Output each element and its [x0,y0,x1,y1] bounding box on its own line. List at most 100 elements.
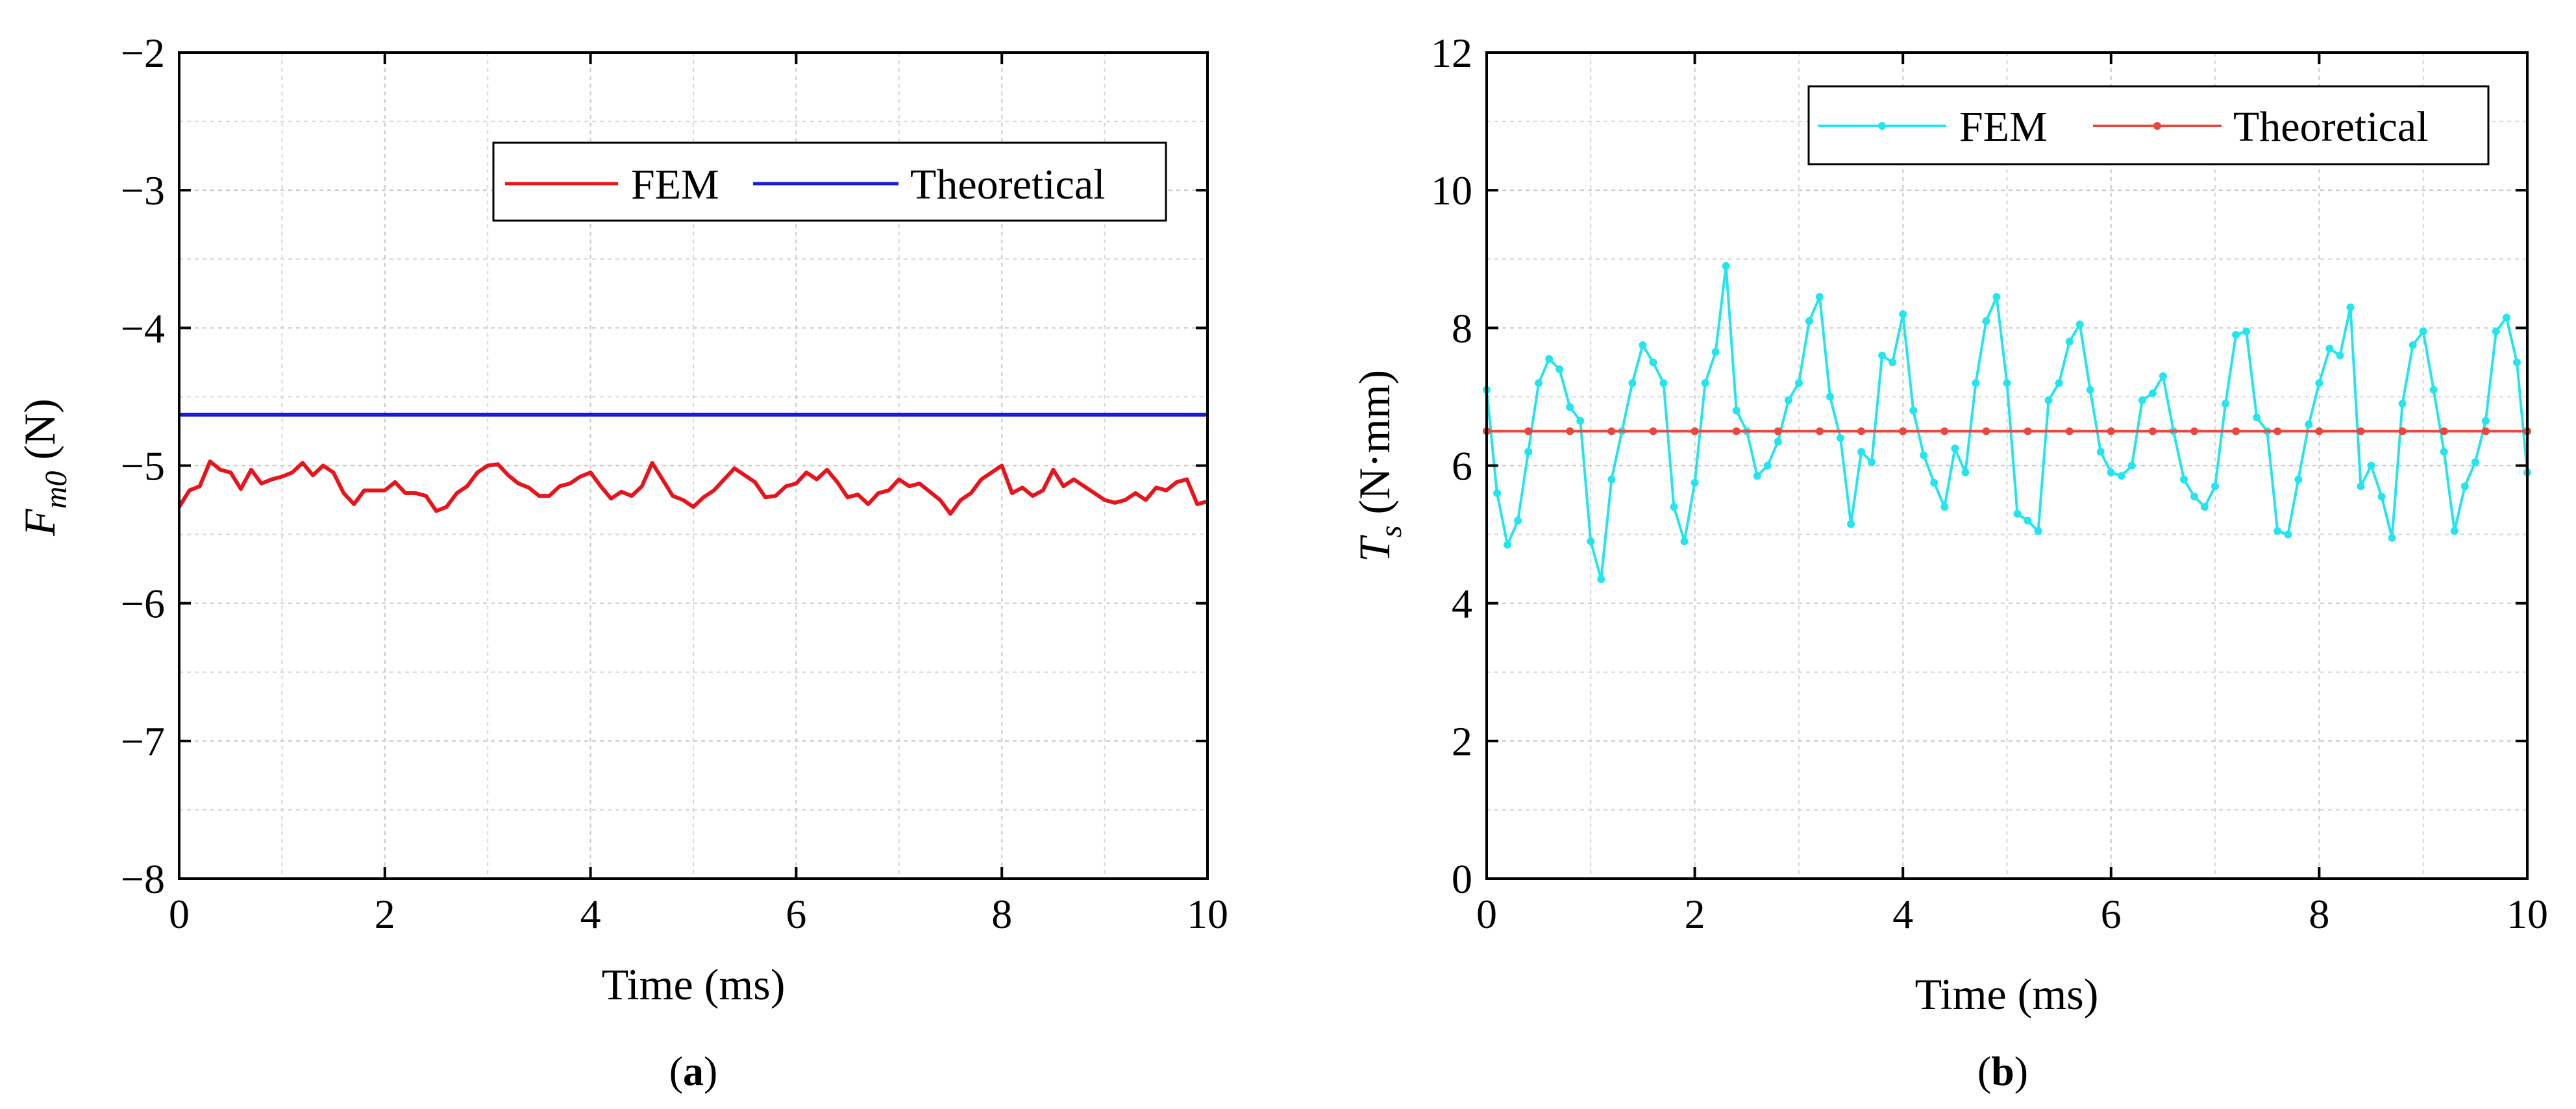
panel-b-xtick-label: 6 [2101,891,2122,937]
panel-a-xtick-label: 6 [786,891,806,937]
panel-b-series-fem-point [2409,341,2417,349]
panel-a-series-layer [177,413,1208,516]
panel-b-series-fem-point [1909,406,1918,415]
panel-b-series-fem-point [2512,358,2521,367]
panel-b-legend: FEM Theoretical [1807,85,2490,165]
panel-b-series-fem-point [1805,317,1813,325]
panel-b-series-fem-point [1639,341,1647,349]
panel-b-series-fem-point [1493,489,1502,497]
panel-b-ytick-label: 6 [1452,443,1472,489]
panel-a-legend: FEM Theoretical [492,141,1167,222]
panel-b-series-fem-point [2253,413,2261,422]
panel-a-ytick-label: −7 [121,718,165,764]
panel-a-xtick-label: 10 [1187,891,1228,937]
panel-a-caption-close: ) [704,1048,717,1094]
panel-b-series-fem-point [1784,396,1792,404]
panel-b-series-fem-point [2357,482,2365,491]
panel-b-series-fem-point [1555,365,1564,373]
panel-b-series-fem-point [1524,448,1533,456]
panel-b-ytick-label: 0 [1452,856,1472,902]
panel-a-ytick-label: −4 [121,305,165,351]
panel-b-series-fem-point [2315,379,2323,387]
panel-b-series-fem-point [1951,444,1959,452]
panel-b-series-fem-point [1628,379,1637,387]
panel-b-series-fem-point [1504,541,1512,549]
panel-b-y-axis-title: Ts (N·mm) [1350,370,1408,562]
panel-a-chart: 0 2 4 6 8 10 −2 −3 −4 −5 −6 −7 −8 Time (ms) Fm0 (N)… [15,30,1228,1094]
panel-b-series-fem-point [1837,434,1845,443]
panel-b-series-fem-point [1649,358,1657,367]
panel-b-series-fem-point [1763,461,1772,470]
panel-b-ytick-labels: 0 2 4 6 8 10 12 [1431,30,1472,902]
panel-b-series-fem-point [2117,472,2125,480]
panel-a-ytick-labels: −2 −3 −4 −5 −6 −7 −8 [121,30,165,902]
panel-b-series-theoretical-point [1732,427,1740,435]
panel-a-major-grid [179,53,1208,879]
panel-a-ytick-label: −8 [121,856,165,902]
panel-b-series-fem-point [2159,372,2167,380]
panel-b-series-fem-point [2492,327,2500,335]
panel-b-series-fem-point [2138,396,2146,404]
panel-b-series-theoretical-point [1690,427,1699,435]
panel-b-series-fem-point [2232,330,2240,339]
panel-a-y-axis-symbol: F [15,508,64,537]
panel-b-series-fem-point [1940,503,1949,511]
panel-b-series-fem-point [1794,379,1803,387]
panel-a-xtick-label: 8 [991,891,1012,937]
panel-b-series-fem-point [2450,527,2458,535]
panel-b-series-theoretical-point [1524,427,1533,435]
panel-b-series-fem-point [2377,493,2386,501]
panel-b-series-theoretical-point [1940,427,1949,435]
panel-b-caption-open: ( [1977,1048,1991,1094]
panel-b-series-fem-point [1670,503,1678,511]
panel-a-legend-box [492,141,1167,222]
panel-b-caption: (b) [1977,1048,2028,1094]
panel-b-series-fem-point [2024,517,2032,525]
panel-b-series-fem-point [1545,355,1554,363]
panel-b-series-fem-point [2336,351,2344,360]
panel-b-series-fem-point [1961,469,1970,477]
panel-a-y-axis-title: Fm0 (N) [15,398,73,537]
panel-b-series-theoretical-point [2481,427,2490,435]
panel-b-series-theoretical-point [2148,427,2157,435]
panel-b-series-fem-point [1701,379,1709,387]
panel-b-series-theoretical-point [2232,427,2240,435]
panel-a-caption: (a) [669,1048,718,1094]
panel-b-series-fem-point [1815,293,1824,301]
panel-b-series-fem-point [2190,493,2199,501]
panel-b-ytick-label: 12 [1431,30,1472,76]
panel-b-series-fem-point [1587,537,1595,546]
panel-b-series-fem-point [2346,303,2355,311]
panel-b-series-fem-point [2273,527,2282,535]
panel-b-series-fem-point [1659,379,1668,387]
panel-b-series-fem-point [1597,575,1605,583]
panel-b-xtick-label: 0 [1476,891,1497,937]
panel-b-series-fem-point [1920,451,1928,459]
panel-b-series-fem-point [2325,345,2334,353]
panel-b-series-theoretical-point [2357,427,2365,435]
panel-b-xtick-label: 10 [2507,891,2548,937]
panel-b-series-fem-point [2180,475,2188,483]
panel-a-x-axis-title: Time (ms) [602,960,786,1009]
panel-a-series-fem-line [177,459,1208,516]
panel-b-y-axis-symbol: T [1350,535,1399,562]
panel-b-series-fem-point [1576,417,1585,425]
panel-b-series-fem-point [2086,385,2094,394]
panel-b-legend-marker-fem [1878,122,1886,130]
panel-b-series-fem-point [1847,520,1855,528]
panel-b-y-axis-unit: (N·mm) [1350,370,1399,526]
panel-b-series-fem-point [2065,337,2074,346]
panel-a-xtick-label: 4 [580,891,601,937]
panel-a-ytick-label: −6 [121,581,165,627]
panel-b-ytick-label: 2 [1452,718,1472,764]
panel-b-series-fem-point [1690,479,1699,487]
panel-a-xtick-label: 2 [375,891,395,937]
panel-b-series-theoretical-point [2398,427,2407,435]
panel-b-series-fem-point [2211,482,2220,491]
panel-b-xtick-label: 4 [1892,891,1913,937]
panel-b-series-fem-point [2284,530,2292,539]
panel-b-series-fem-point [1732,406,1740,415]
panel-b-series-theoretical-point [2065,427,2074,435]
panel-b-series-layer [1483,262,2531,583]
